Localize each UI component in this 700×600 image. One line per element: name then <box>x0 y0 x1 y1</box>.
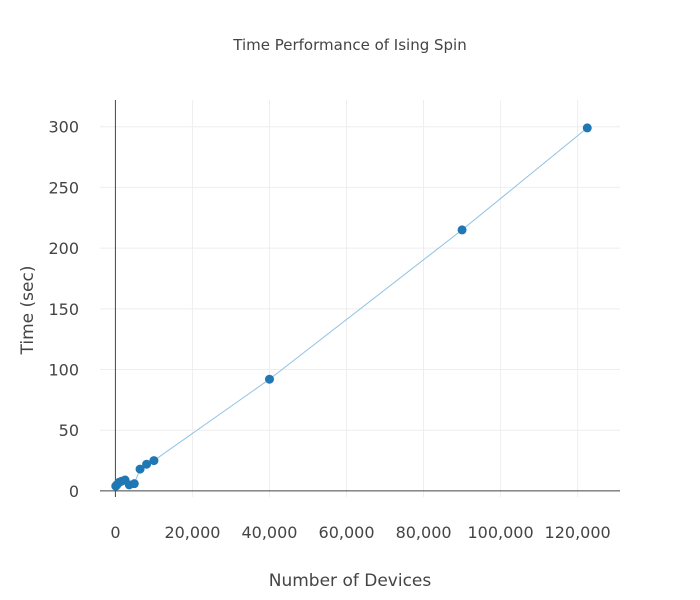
y-tick-label: 200 <box>48 239 79 258</box>
y-tick-label: 100 <box>48 361 79 380</box>
x-tick-label: 40,000 <box>241 523 297 542</box>
x-tick-label: 80,000 <box>396 523 452 542</box>
x-tick-label: 0 <box>110 523 120 542</box>
x-axis-title: Number of Devices <box>269 571 432 591</box>
x-tick-label: 100,000 <box>468 523 534 542</box>
y-tick-label: 300 <box>48 118 79 137</box>
y-axis-title: Time (sec) <box>18 266 38 356</box>
y-tick-label: 150 <box>48 300 79 319</box>
y-tick-label: 250 <box>48 178 79 197</box>
data-point[interactable] <box>457 225 467 235</box>
tick-labels: 0 20,000 40,000 60,000 80,000 100,000 120,000 0… <box>48 118 610 542</box>
x-tick-label: 60,000 <box>319 523 375 542</box>
y-tick-label: 0 <box>69 482 79 501</box>
y-tick-label: 50 <box>59 421 79 440</box>
series-line <box>115 127 588 487</box>
chart-title: Time Performance of Ising Spin <box>232 36 466 54</box>
data-point[interactable] <box>129 479 139 489</box>
x-tick-label: 20,000 <box>164 523 220 542</box>
x-tick-label: 120,000 <box>545 523 611 542</box>
data-point[interactable] <box>264 374 274 384</box>
data-point[interactable] <box>149 456 159 466</box>
data-point[interactable] <box>582 123 592 133</box>
grid-layer <box>100 100 620 497</box>
series-layer <box>111 123 592 491</box>
data-point[interactable] <box>135 464 145 474</box>
axis-layer <box>100 100 620 497</box>
data-point[interactable] <box>142 459 152 469</box>
